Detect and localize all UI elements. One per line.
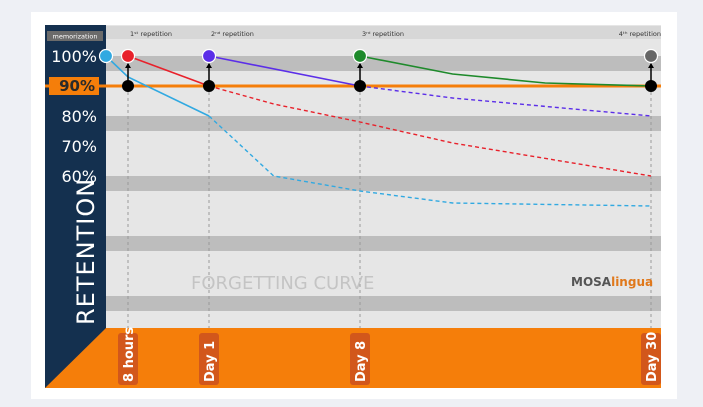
repetition-point bbox=[643, 48, 659, 64]
day-label-box bbox=[641, 333, 661, 385]
markers-group bbox=[98, 48, 659, 92]
chart-title: FORGETTING CURVE bbox=[191, 273, 374, 294]
threshold-point bbox=[354, 80, 366, 92]
threshold-point bbox=[645, 80, 657, 92]
series-line-dashed bbox=[208, 85, 652, 177]
event-labels: memorization 1ˢᵗ repetition 8 hours 2ⁿᵈ rep… bbox=[47, 30, 661, 385]
day-label: Day 30 bbox=[645, 332, 660, 382]
repetition-label: 4ᵗʰ repetition bbox=[619, 30, 661, 38]
arrow-head bbox=[125, 63, 131, 68]
band-dark bbox=[106, 56, 661, 71]
y-axis-label: RETENTION bbox=[72, 178, 100, 325]
series-line-solid bbox=[208, 55, 361, 87]
band-dark bbox=[106, 116, 661, 131]
y-tick-label: 70% bbox=[61, 137, 97, 156]
series-group bbox=[105, 55, 652, 207]
label-strip bbox=[106, 26, 661, 39]
series-line-dashed bbox=[208, 115, 652, 207]
memorization-label: memorization bbox=[53, 33, 98, 41]
band-dark bbox=[106, 236, 661, 251]
repetition-point bbox=[352, 48, 368, 64]
day-label-box bbox=[350, 333, 370, 385]
threshold-point bbox=[122, 80, 134, 92]
y-tick-label: 80% bbox=[61, 107, 97, 126]
arrow-head bbox=[648, 63, 654, 68]
repetition-label: 2ⁿᵈ repetition bbox=[211, 30, 254, 38]
y-tick-label: 90% bbox=[59, 77, 95, 95]
background-bands bbox=[106, 25, 661, 328]
day-label-box bbox=[199, 333, 219, 385]
memorization-tag bbox=[47, 31, 103, 41]
repetition-point bbox=[98, 48, 114, 64]
arrow-head bbox=[206, 63, 212, 68]
day-label: Day 8 bbox=[354, 341, 369, 382]
chart-frame: 100% 90% 80% 70% 60% RETENTION memorization 1… bbox=[31, 12, 677, 399]
threshold-point bbox=[203, 80, 215, 92]
logo: MOSAlingua bbox=[571, 275, 653, 289]
y-tick-label: 60% bbox=[61, 167, 97, 186]
series-line-dashed bbox=[359, 85, 652, 117]
logo-part2: lingua bbox=[611, 275, 653, 289]
band-dark bbox=[106, 296, 661, 311]
y-tick-label: 100% bbox=[51, 47, 97, 66]
y-ticks: 100% 90% 80% 70% 60% bbox=[49, 47, 99, 186]
highlight-tick-bg bbox=[49, 77, 99, 95]
series-line-solid bbox=[127, 55, 210, 87]
series-line-solid bbox=[359, 55, 652, 87]
day-label-box bbox=[118, 333, 138, 385]
day-label: 8 hours bbox=[122, 327, 137, 382]
repetition-label: 1ˢᵗ repetition bbox=[130, 30, 172, 38]
forgetting-curve-chart: 100% 90% 80% 70% 60% RETENTION memorization 1… bbox=[45, 25, 661, 388]
day-label: Day 1 bbox=[203, 341, 218, 382]
arrow-head bbox=[357, 63, 363, 68]
logo-part1: MOSA bbox=[571, 275, 612, 289]
repetition-point bbox=[120, 48, 136, 64]
repetition-label: 3ʳᵈ repetition bbox=[362, 30, 404, 38]
band-dark bbox=[106, 176, 661, 191]
repetition-point bbox=[201, 48, 217, 64]
logo-text: MOSAlingua bbox=[571, 275, 653, 289]
